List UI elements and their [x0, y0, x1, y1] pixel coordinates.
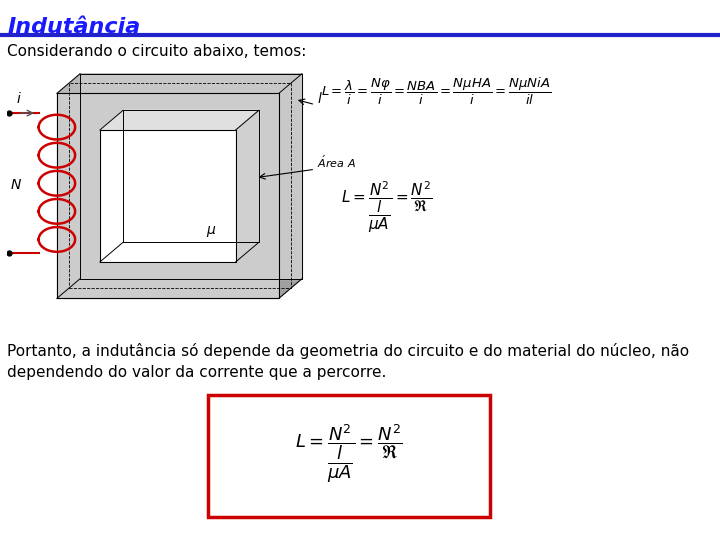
Text: $L=\dfrac{\lambda}{i}=\dfrac{N\varphi}{i}=\dfrac{NBA}{i}=\dfrac{N\mu HA}{i}=\dfr: $L=\dfrac{\lambda}{i}=\dfrac{N\varphi}{i… [321, 76, 551, 107]
Text: $i$: $i$ [17, 91, 22, 106]
Polygon shape [57, 93, 279, 299]
Polygon shape [279, 74, 302, 299]
FancyBboxPatch shape [208, 395, 490, 517]
Text: $l$: $l$ [317, 91, 323, 106]
Polygon shape [80, 74, 302, 279]
Text: Considerando o circuito abaixo, temos:: Considerando o circuito abaixo, temos: [7, 44, 307, 59]
Text: Indutância: Indutância [7, 17, 140, 37]
Text: $\acute{A}rea\ A$: $\acute{A}rea\ A$ [317, 153, 356, 170]
Polygon shape [100, 110, 259, 130]
Text: $L=\dfrac{N^2}{\dfrac{l}{\mu A}}=\dfrac{N^2}{\mathfrak{R}}$: $L=\dfrac{N^2}{\dfrac{l}{\mu A}}=\dfrac{… [341, 179, 432, 234]
Polygon shape [123, 110, 259, 242]
Text: Portanto, a indutância só depende da geometria do circuito e do material do núcl: Portanto, a indutância só depende da geo… [7, 343, 689, 380]
Polygon shape [235, 110, 259, 262]
Text: $N$: $N$ [10, 178, 22, 192]
Polygon shape [100, 130, 235, 262]
Text: $L=\dfrac{N^2}{\dfrac{l}{\mu A}}=\dfrac{N^2}{\mathfrak{R}}$: $L=\dfrac{N^2}{\dfrac{l}{\mu A}}=\dfrac{… [295, 423, 403, 485]
Text: $\mu$: $\mu$ [206, 224, 216, 239]
Polygon shape [57, 74, 302, 93]
